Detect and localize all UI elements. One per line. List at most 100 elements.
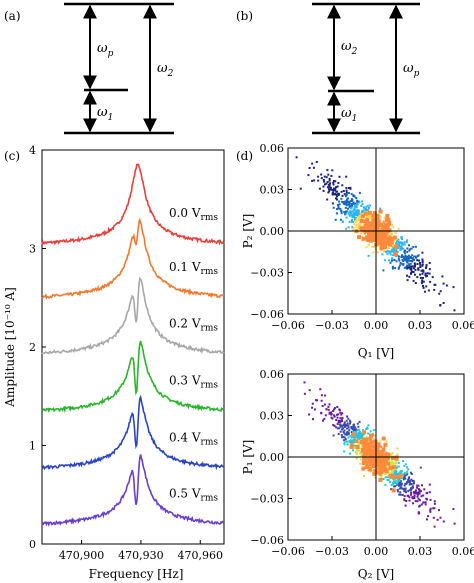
- scatter-point: [416, 493, 419, 496]
- scatter-point: [395, 466, 398, 469]
- scatter-point: [382, 478, 385, 480]
- scatter-point: [350, 204, 353, 207]
- x-tick-label: −0.03: [315, 545, 349, 558]
- scatter-point: [432, 516, 435, 519]
- series-label-5: 0.5 Vrms: [169, 487, 218, 504]
- scatter-point: [367, 432, 370, 435]
- scatter-point: [358, 433, 361, 436]
- scatter-point: [341, 200, 344, 203]
- scatter-point: [404, 463, 407, 466]
- series-label-0: 0.0 Vrms: [169, 206, 218, 223]
- scatter-point: [344, 193, 347, 196]
- scatter-point: [398, 487, 401, 490]
- scatter-point: [344, 433, 347, 436]
- scatter-point: [412, 267, 415, 270]
- series-labels: 0.0 Vrms 0.1 Vrms 0.2 Vrms 0.3 Vrms 0.4 Vrms…: [169, 206, 218, 504]
- scatter-point: [407, 490, 410, 493]
- scatter-point: [422, 284, 424, 287]
- scatter-point: [417, 484, 420, 487]
- y-tick-label: −0.03: [250, 267, 284, 280]
- scatter-point: [359, 447, 362, 450]
- scatter-point: [394, 485, 397, 488]
- scatter-point: [403, 476, 406, 479]
- scatter-point: [439, 290, 442, 293]
- series-line-2: [41, 276, 225, 355]
- scatter-point: [416, 484, 419, 487]
- scatter-point: [371, 245, 374, 248]
- scatter-point: [365, 436, 368, 439]
- x-tick-label: 0.06: [452, 319, 474, 332]
- scatter-point: [432, 507, 435, 510]
- scatter-point: [370, 221, 375, 226]
- scatter-point: [377, 219, 380, 222]
- scatter-point: [352, 432, 356, 437]
- scatter-point: [452, 286, 455, 289]
- scatter-point: [342, 424, 345, 427]
- scatter-point: [408, 263, 411, 266]
- scatter-point: [394, 244, 398, 249]
- scatter-point: [408, 259, 410, 262]
- scatter-point: [351, 428, 354, 431]
- scatter-point: [393, 251, 398, 256]
- scatter-point: [377, 238, 382, 243]
- scatter-point: [354, 439, 359, 444]
- scatter-point: [379, 207, 382, 210]
- scatter-point: [343, 450, 346, 453]
- scatter-point: [343, 432, 346, 435]
- scatter-point: [404, 474, 407, 477]
- scatter-point: [325, 176, 328, 179]
- scatter-point: [397, 255, 400, 258]
- scatter-point: [353, 207, 356, 210]
- scatter-point: [393, 462, 396, 465]
- scatter-point: [351, 426, 354, 429]
- scatter-point: [385, 240, 390, 245]
- series-label-4: 0.4 Vrms: [169, 431, 218, 448]
- scatter-point: [381, 436, 386, 441]
- scatter-point: [406, 247, 409, 250]
- scatter-point: [360, 235, 363, 238]
- scatter-point: [380, 239, 385, 244]
- label-omega-1: ω1: [341, 106, 357, 124]
- scatter-point: [388, 460, 390, 463]
- scatter-point: [333, 415, 336, 418]
- scatter-point: [411, 257, 414, 260]
- scatter-point: [371, 444, 376, 449]
- scatter-point: [412, 258, 415, 261]
- scatter-point: [366, 426, 369, 429]
- scatter-point: [325, 182, 328, 185]
- scatter-point: [418, 492, 421, 495]
- scatter-point: [391, 452, 394, 455]
- scatter-point: [391, 265, 394, 268]
- scatter-point: [411, 496, 414, 499]
- scatter-point: [355, 218, 358, 221]
- scatter-point: [400, 254, 403, 257]
- scatter-point: [333, 424, 336, 427]
- scatter-point: [375, 227, 380, 232]
- scatter-point: [350, 426, 353, 428]
- scatter-point: [390, 472, 393, 475]
- y-axis-label: P₂ [V]: [241, 214, 255, 249]
- panel-d-top-scatter: 0.060.030.00−0.03−0.06 −0.06 −0.03 0.00 0.0…: [241, 142, 474, 360]
- scatter-point: [369, 215, 372, 218]
- y-tick-label: 0.03: [260, 184, 285, 197]
- scatter-point: [405, 482, 408, 485]
- scatter-point: [378, 214, 381, 217]
- scatter-point: [350, 210, 352, 213]
- scatter-point: [336, 416, 339, 419]
- scatter-point: [371, 464, 376, 469]
- scatter-point: [329, 186, 332, 189]
- scatter-point: [352, 424, 355, 427]
- scatter-point: [343, 426, 346, 428]
- scatter-point: [400, 477, 403, 480]
- scatter-point: [425, 266, 427, 269]
- scatter-point: [421, 484, 423, 487]
- scatter-point: [419, 273, 422, 276]
- scatter-point: [355, 204, 358, 207]
- scatter-point: [313, 179, 316, 182]
- scatter-point: [331, 192, 334, 195]
- scatter-point: [385, 214, 390, 218]
- scatter-point: [358, 191, 361, 194]
- scatter-point: [433, 507, 436, 510]
- scatter-point: [346, 415, 349, 418]
- scatter-point: [358, 449, 361, 452]
